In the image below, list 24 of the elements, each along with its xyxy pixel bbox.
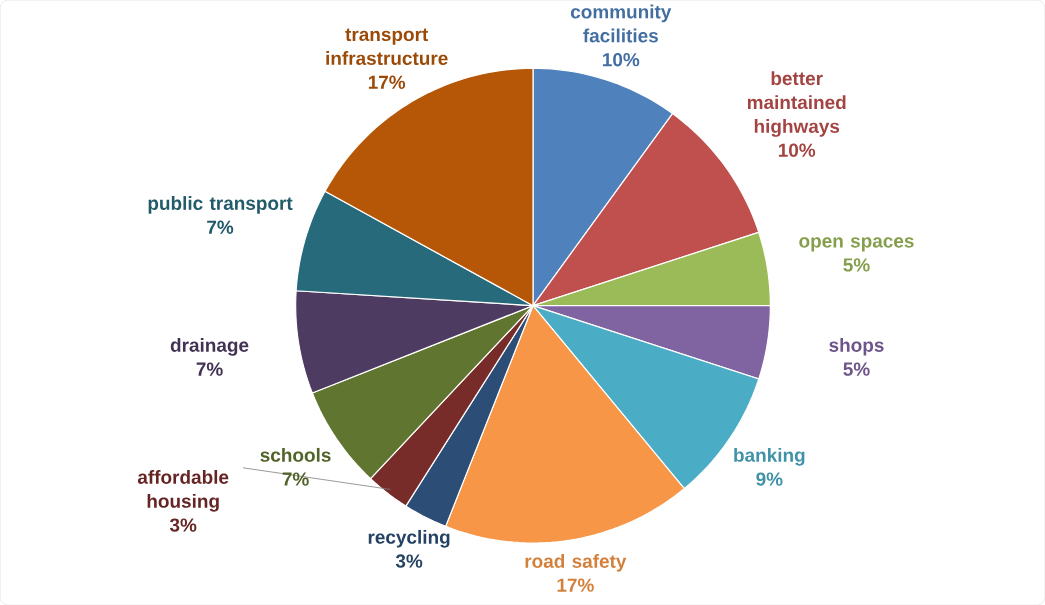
data-label: 3%	[169, 518, 197, 532]
data-label: 5%	[843, 362, 870, 376]
data-label: 3%	[395, 554, 423, 568]
data-label: 17%	[557, 578, 594, 592]
data-label: 7%	[207, 220, 234, 234]
data-label: 5%	[843, 258, 870, 272]
slice-label: recycling	[368, 529, 450, 548]
slice-label: road safety	[525, 553, 627, 572]
data-label: 7%	[196, 362, 223, 376]
data-label: 9%	[756, 472, 783, 486]
slice-label: better maintained highways	[747, 71, 846, 137]
slice-label: drainage	[170, 337, 249, 356]
slice-label: banking	[734, 447, 805, 466]
slice-label: open spaces	[799, 237, 914, 252]
slice-label: transport infrastructure	[326, 28, 448, 65]
data-label: 17%	[368, 75, 406, 89]
data-label: 10%	[778, 143, 816, 157]
slice-label: shops	[829, 337, 884, 356]
slice-label: public transport	[148, 195, 293, 214]
data-label: 7%	[282, 472, 309, 486]
slice-label: affordable housing	[137, 469, 229, 512]
slice-label: community facilities	[570, 4, 672, 43]
data-label: 10%	[603, 52, 640, 67]
slice-label: schools	[260, 447, 331, 462]
